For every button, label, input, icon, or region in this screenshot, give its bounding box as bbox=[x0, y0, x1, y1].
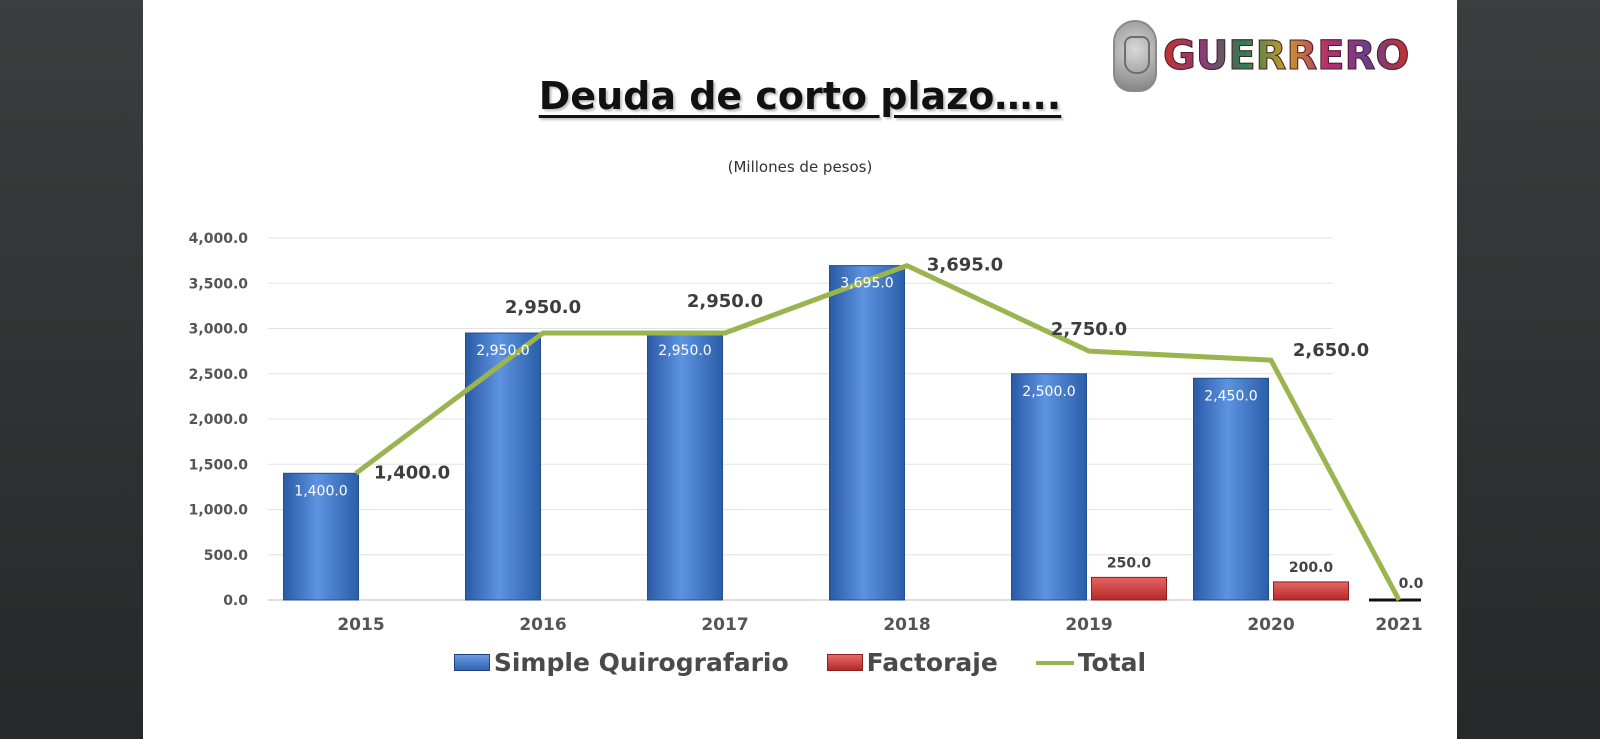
legend-label-simple: Simple Quirografario bbox=[493, 648, 789, 677]
y-tick-label: 2,000.0 bbox=[189, 412, 249, 428]
legend-label-total: Total bbox=[1077, 648, 1147, 677]
data-label-factoraje: 0.0 bbox=[1399, 576, 1424, 592]
data-label-total: 2,950.0 bbox=[687, 291, 763, 312]
x-tick-label: 2019 bbox=[1065, 615, 1112, 635]
data-label-simple: 3,695.0 bbox=[840, 276, 893, 292]
state-seal-icon bbox=[1113, 20, 1157, 92]
x-tick-label: 2020 bbox=[1247, 615, 1294, 635]
bar-simple bbox=[829, 265, 905, 601]
guerrero-logo: GUERRERO bbox=[1113, 16, 1410, 96]
y-tick-label: 0.0 bbox=[223, 593, 248, 609]
legend-factoraje: Factoraje bbox=[826, 648, 998, 677]
x-tick-label: 2017 bbox=[701, 615, 748, 635]
data-label-total: 2,950.0 bbox=[505, 297, 581, 318]
x-tick-label: 2016 bbox=[519, 615, 566, 635]
x-tick-label: 2015 bbox=[337, 615, 384, 635]
bar-simple bbox=[465, 332, 541, 601]
data-label-total: 3,695.0 bbox=[927, 255, 1003, 276]
line-total bbox=[354, 263, 1402, 602]
y-tick-label: 3,500.0 bbox=[189, 276, 249, 292]
data-label-simple: 1,400.0 bbox=[294, 483, 347, 499]
legend-swatch-factoraje bbox=[826, 654, 863, 671]
bar-simple bbox=[1011, 373, 1087, 601]
bar-simple bbox=[1193, 377, 1269, 601]
x-tick-label: 2018 bbox=[883, 615, 930, 635]
data-label-simple: 2,450.0 bbox=[1204, 388, 1257, 404]
legend-simple: Simple Quirografario bbox=[453, 648, 789, 677]
data-label-total: 1,400.0 bbox=[374, 462, 450, 483]
bar-simple bbox=[647, 332, 723, 601]
right-backdrop bbox=[1457, 0, 1600, 739]
chart-legend: Simple Quirografario Factoraje Total bbox=[143, 648, 1457, 677]
y-tick-label: 1,000.0 bbox=[189, 503, 249, 519]
logo-text: GUERRERO bbox=[1162, 33, 1410, 80]
chart-subtitle: (Millones de pesos) bbox=[727, 158, 873, 176]
y-tick-label: 4,000.0 bbox=[189, 231, 249, 247]
bar-factoraje bbox=[1091, 576, 1167, 601]
legend-swatch-total bbox=[1035, 660, 1074, 665]
x-tick-label: 2021 bbox=[1375, 615, 1422, 635]
data-label-total: 2,750.0 bbox=[1051, 319, 1127, 340]
legend-swatch-simple bbox=[453, 654, 490, 671]
legend-label-factoraje: Factoraje bbox=[866, 648, 998, 677]
data-label-factoraje: 250.0 bbox=[1107, 555, 1152, 571]
data-label-simple: 2,500.0 bbox=[1022, 384, 1075, 400]
slide: GUERRERO Deuda de corto plazo….. (Millon… bbox=[143, 0, 1457, 739]
y-tick-label: 2,500.0 bbox=[189, 367, 249, 383]
slide-title: Deuda de corto plazo….. bbox=[538, 74, 1062, 118]
bar-simple bbox=[283, 472, 359, 601]
y-tick-label: 500.0 bbox=[204, 548, 249, 564]
data-label-total: 2,650.0 bbox=[1293, 340, 1369, 361]
data-label-simple: 2,950.0 bbox=[476, 343, 529, 359]
left-backdrop bbox=[0, 0, 143, 739]
data-label-factoraje: 200.0 bbox=[1289, 560, 1334, 576]
legend-total: Total bbox=[1035, 648, 1147, 677]
y-tick-label: 3,000.0 bbox=[189, 322, 249, 338]
y-tick-label: 1,500.0 bbox=[189, 457, 249, 473]
debt-chart: 0.0 500.0 1,000.0 1,500.0 2,000.0 2,500.0 3,00… bbox=[189, 231, 1424, 635]
data-label-simple: 2,950.0 bbox=[658, 343, 711, 359]
bar-factoraje bbox=[1273, 581, 1349, 601]
